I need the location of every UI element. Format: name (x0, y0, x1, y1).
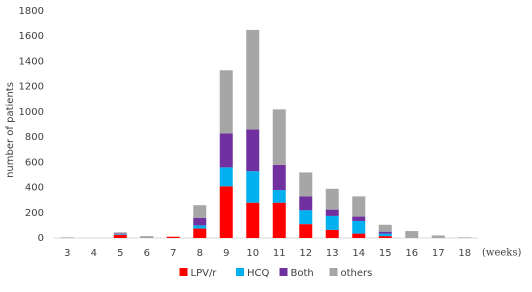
x-tick-label: 10 (246, 248, 259, 259)
bar-segment (246, 29, 260, 130)
bar-segment (405, 231, 419, 238)
x-tick-label: 7 (170, 248, 176, 259)
x-tick-label: 14 (352, 248, 365, 259)
x-tick-label: 13 (326, 248, 339, 259)
bar-segment (113, 232, 127, 234)
bar-segment (193, 225, 207, 229)
bar-segment (378, 233, 392, 237)
x-tick-label: 17 (432, 248, 445, 259)
bar-segment (193, 217, 207, 226)
x-tick-label: 5 (117, 248, 123, 259)
bar-segment (272, 109, 286, 165)
y-tick-label: 1200 (19, 82, 44, 93)
y-axis-label: number of patients (5, 82, 16, 178)
bar-segment (272, 190, 286, 203)
legend-swatch (236, 268, 244, 276)
x-tick-label: 3 (64, 248, 70, 259)
legend-label: LPV/r (191, 268, 218, 279)
y-tick-label: 1600 (19, 31, 44, 42)
y-tick-label: 1800 (19, 6, 44, 17)
bar-segment (272, 164, 286, 191)
bar-segment (246, 171, 260, 203)
legend-label: others (341, 268, 373, 279)
bar-segment (193, 228, 207, 238)
x-tick-label: 6 (144, 248, 150, 259)
x-tick-label: 9 (223, 248, 229, 259)
bar-segment (299, 172, 313, 197)
x-tick-label: 4 (91, 248, 97, 259)
x-tick-label: 11 (273, 248, 286, 259)
bar-segment (352, 220, 366, 234)
bar-segment (458, 237, 472, 238)
bar-segment (60, 237, 74, 238)
bar-segment (325, 229, 339, 238)
y-tick-label: 400 (25, 183, 44, 194)
bar-segment (219, 70, 233, 134)
x-axis-annotation: (weeks) (482, 248, 521, 259)
bar-segment (325, 209, 339, 216)
bar-segment (140, 236, 154, 238)
bar-segment (299, 196, 313, 211)
bar-segment (272, 202, 286, 238)
bar-segment (378, 231, 392, 234)
bar-segment (219, 133, 233, 168)
legend-swatch (329, 268, 338, 276)
bar-segment (193, 205, 207, 218)
bar-segment (431, 235, 445, 238)
y-tick-label: 200 (25, 208, 44, 219)
x-tick-label: 15 (379, 248, 392, 259)
bar-segment (219, 186, 233, 238)
y-tick-label: 800 (25, 132, 44, 143)
bar-segment (113, 234, 127, 238)
y-tick-label: 600 (25, 157, 44, 168)
bar-segment (352, 196, 366, 217)
bar-segment (246, 202, 260, 238)
bar-segment (113, 233, 127, 235)
bar-segment (219, 167, 233, 187)
bar-segment (325, 215, 339, 230)
bar-segment (378, 224, 392, 232)
bar-segment (113, 234, 127, 235)
legend-label: HCQ (247, 268, 270, 279)
x-tick-label: 18 (458, 248, 471, 259)
x-tick-label: 12 (299, 248, 312, 259)
x-tick-label: 8 (197, 248, 203, 259)
bar-segment (352, 216, 366, 221)
bar-segment (299, 210, 313, 225)
bar-segment (246, 129, 260, 172)
bar-segment (325, 188, 339, 210)
bar-segment (378, 236, 392, 238)
y-tick-label: 1400 (19, 56, 44, 67)
x-tick-label: 16 (405, 248, 418, 259)
bar-segment (299, 224, 313, 238)
bar-segment (352, 233, 366, 238)
legend-label: Both (291, 268, 314, 279)
legend-swatch (279, 268, 288, 276)
bar-segment (166, 236, 180, 238)
y-tick-label: 0 (38, 233, 44, 244)
legend-swatch (179, 268, 188, 276)
y-tick-label: 1000 (19, 107, 44, 118)
